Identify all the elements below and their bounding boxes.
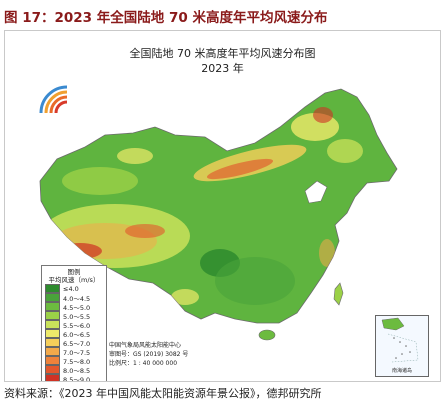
legend-item: ≤4.0 [45,284,103,293]
legend-label: 7.5～8.0 [63,357,91,366]
legend-label: 7.0～7.5 [63,348,91,357]
map-subtitle-year: 2023 年 [201,62,244,75]
legend-item: 8.0～8.5 [45,365,103,375]
map-scale: 比例尺：1 : 40 000 000 [109,360,178,367]
figure-title: 图 17：2023 年全国陆地 70 米高度年平均风速分布 [4,10,328,26]
china-wind-speed-map [39,88,398,341]
legend-swatch [45,329,60,338]
map-frame: 全国陆地 70 米高度年平均风速分布图 2023 年 [4,30,441,382]
region-tarim-basin [62,167,138,195]
south-china-sea-islands-map [381,317,419,363]
map-org: 中国气象局风能太阳能中心 [109,342,182,349]
legend-item: 5.5～6.0 [45,320,103,330]
legend-label: 6.5～7.0 [63,339,91,348]
legend-label: 5.0～5.5 [63,312,91,321]
legend-item: 8.5～9.0 [45,374,103,382]
legend-label: 8.5～9.0 [63,375,91,382]
map-title: 全国陆地 70 米高度年平均风速分布图 [129,47,316,60]
legend-label: 4.5～5.0 [63,303,91,312]
legend-swatch [45,311,60,320]
legend-swatch [45,365,60,374]
legend-swatch [45,284,60,293]
legend-swatch [45,320,60,329]
legend-swatch [45,356,60,365]
taiwan-island [333,282,344,306]
legend-item: 4.5～5.0 [45,302,103,312]
meteorological-logo-icon [39,85,68,114]
legend-item: 5.0～5.5 [45,311,103,321]
legend-item: 7.0～7.5 [45,347,103,357]
legend-label: 8.0～8.5 [63,366,91,375]
legend-item: 4.0～4.5 [45,293,103,303]
south-china-sea-inset: 南海诸岛 [375,315,429,377]
legend-label: ≤4.0 [63,284,79,293]
legend-title: 图例 [67,268,81,276]
bohai-sea [304,180,328,204]
legend-label: 5.5～6.0 [63,321,91,330]
map-approval-number: 审图号：GS (2019) 3082 号 [109,351,189,358]
legend-item: 6.5～7.0 [45,338,103,348]
legend-item: 6.0～6.5 [45,329,103,339]
legend-swatch [45,293,60,302]
legend-swatch [45,347,60,356]
legend-unit: 平均风速（m/s） [48,276,100,284]
map-info: 中国气象局风能太阳能中心 审图号：GS (2019) 3082 号 比例尺：1 … [109,341,188,368]
legend-swatch [45,338,60,347]
legend-swatch [45,302,60,311]
legend-label: 6.0～6.5 [63,330,91,339]
legend: 图例 平均风速（m/s） ≤4.0 4.0～4.5 4.5～5.0 5.0～5.5 5.… [41,265,107,382]
legend-label: 4.0～4.5 [63,294,91,303]
legend-swatch [45,374,60,381]
legend-item: 7.5～8.0 [45,356,103,366]
hainan-island [258,329,276,341]
source-note: 资料来源：《2023 年中国风能太阳能资源年景公报》，德邦研究所 [4,387,322,400]
inset-label: 南海诸岛 [391,368,412,374]
